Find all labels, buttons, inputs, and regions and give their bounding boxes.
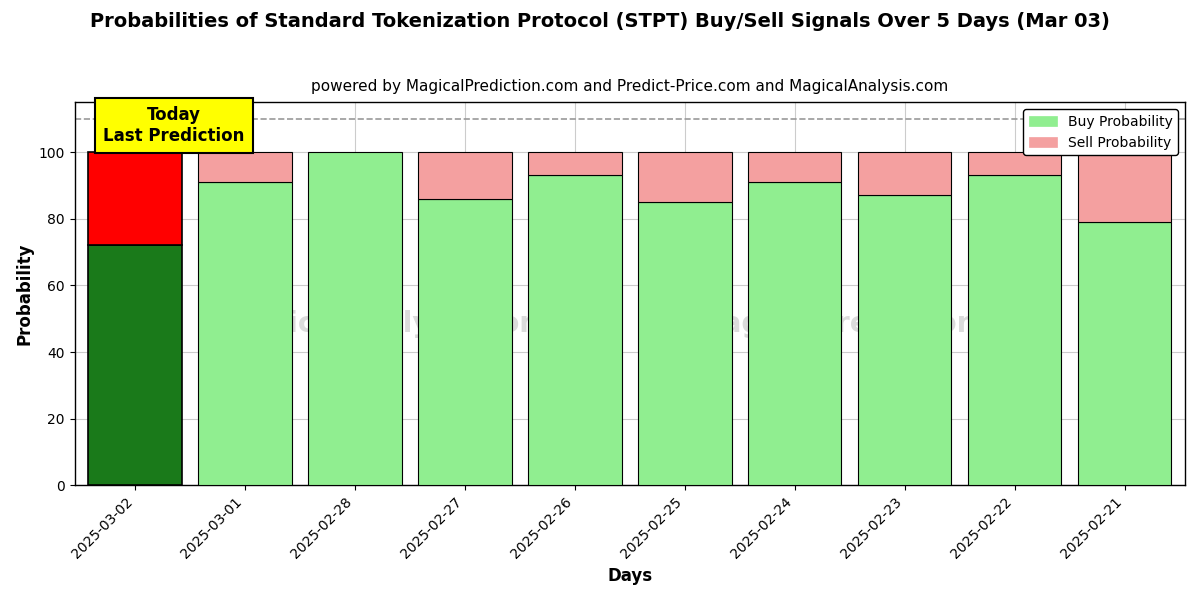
X-axis label: Days: Days [607, 567, 653, 585]
Bar [419, 152, 511, 199]
Bar [1078, 222, 1171, 485]
Y-axis label: Probability: Probability [16, 242, 34, 345]
Title: powered by MagicalPrediction.com and Predict-Price.com and MagicalAnalysis.com: powered by MagicalPrediction.com and Pre… [311, 79, 948, 94]
Bar [419, 199, 511, 485]
Bar [198, 182, 292, 485]
Bar [748, 182, 841, 485]
Bar [968, 152, 1061, 175]
Bar [89, 245, 182, 485]
Bar [89, 152, 182, 245]
Bar [858, 152, 952, 196]
Bar [308, 152, 402, 485]
Bar [858, 196, 952, 485]
Bar [1078, 152, 1171, 222]
Text: Probabilities of Standard Tokenization Protocol (STPT) Buy/Sell Signals Over 5 D: Probabilities of Standard Tokenization P… [90, 12, 1110, 31]
Bar [528, 175, 622, 485]
Text: Today
Last Prediction: Today Last Prediction [103, 106, 245, 145]
Bar [748, 152, 841, 182]
Bar [968, 175, 1061, 485]
Text: MagicalPrediction.com: MagicalPrediction.com [696, 310, 1052, 338]
Bar [638, 152, 732, 202]
Bar [638, 202, 732, 485]
Legend: Buy Probability, Sell Probability: Buy Probability, Sell Probability [1024, 109, 1178, 155]
Bar [528, 152, 622, 175]
Bar [198, 152, 292, 182]
Text: MagicalAnalysis.com: MagicalAnalysis.com [222, 310, 548, 338]
